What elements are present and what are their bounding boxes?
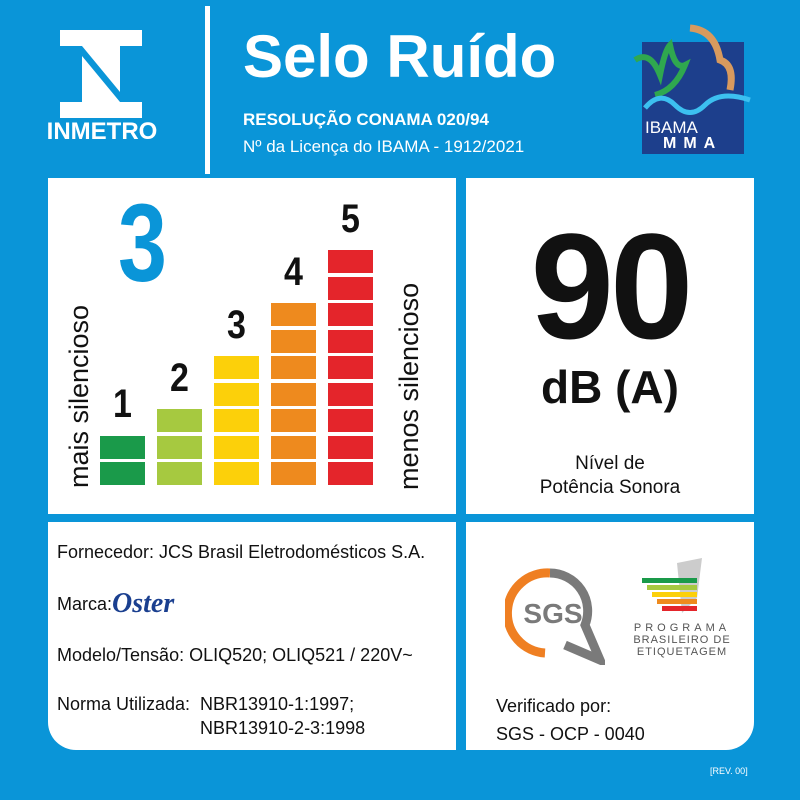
- pbe-logo-icon: [642, 558, 702, 613]
- page-title: Selo Ruído: [243, 23, 557, 90]
- bar-segment: [214, 435, 259, 459]
- inmetro-brand: INMETRO: [46, 118, 158, 145]
- bar-segment: [100, 462, 145, 485]
- bar-segment: [214, 382, 259, 406]
- noise-panel: [466, 178, 754, 514]
- verification: Verificado por: SGS - OCP - 0040: [496, 692, 645, 748]
- bar-segment: [328, 435, 373, 459]
- bar-segment: [271, 382, 316, 406]
- bar-segment: [328, 409, 373, 432]
- bar-segment: [100, 435, 145, 459]
- bar-segment: [271, 409, 316, 432]
- model: Modelo/Tensão: OLIQ520; OLIQ521 / 220V~: [57, 645, 413, 665]
- sgs-text: SGS: [523, 598, 582, 629]
- bar-segment: [328, 329, 373, 353]
- louder-label: menos silencioso: [394, 282, 424, 490]
- brand-row: Marca: Oster: [57, 588, 174, 620]
- level-label: 3: [227, 302, 246, 347]
- header-divider: [205, 6, 210, 174]
- bar-segment: [271, 329, 316, 353]
- pbe-text: PROGRAMA BRASILEIRO DE ETIQUETAGEM: [622, 622, 742, 658]
- noise-unit: dB (A): [541, 361, 679, 413]
- bar-segment: [157, 435, 202, 459]
- supplier: Fornecedor: JCS Brasil Eletrodomésticos …: [57, 542, 426, 562]
- bar-segment: [157, 409, 202, 432]
- norm-label: Norma Utilizada:: [57, 694, 191, 714]
- revision: [REV. 00]: [710, 766, 748, 776]
- bar-segment: [271, 303, 316, 326]
- oster-logo: Oster: [112, 588, 175, 619]
- inmetro-logo-icon: [60, 30, 142, 118]
- bar-segment: [328, 250, 373, 273]
- bar-segment: [328, 303, 373, 326]
- norm-1: NBR13910-1:1997;: [200, 694, 355, 714]
- noise-value: 90: [530, 202, 694, 370]
- product-info-panel: [48, 522, 456, 750]
- pbe-line: PROGRAMA: [633, 622, 731, 634]
- pbe-line: ETIQUETAGEM: [636, 646, 728, 658]
- level-label: 1: [113, 382, 132, 426]
- brand-label: Marca:: [57, 593, 113, 614]
- level-label: 5: [341, 196, 360, 241]
- bar-segment: [328, 356, 373, 379]
- sgs-logo-icon: SGS: [505, 568, 605, 665]
- noise-caption: Nível de Potência Sonora: [466, 452, 754, 500]
- bar-segment: [271, 435, 316, 459]
- norm-2: NBR13910-2-3:1998: [200, 718, 366, 738]
- bar-segment: [214, 409, 259, 432]
- level-label: 4: [284, 249, 303, 294]
- bar-segment: [214, 356, 259, 379]
- ibama-label: IBAMA: [645, 118, 698, 137]
- bar-segment: [157, 462, 202, 485]
- bar-segment: [328, 276, 373, 300]
- level-label: 2: [170, 355, 189, 400]
- caption-line: Nível de: [575, 453, 645, 474]
- bar-segment: [328, 382, 373, 406]
- bar-segment: [271, 462, 316, 485]
- mma-label: MMA: [663, 135, 723, 152]
- bar-segment: [328, 462, 373, 485]
- resolution: RESOLUÇÃO CONAMA 020/94: [243, 110, 489, 129]
- verified-by-label: Verificado por:: [496, 696, 612, 716]
- certification-body: SGS - OCP - 0040: [496, 724, 645, 744]
- bar-segment: [271, 356, 316, 379]
- license-number: Nº da Licença do IBAMA - 1912/2021: [243, 137, 525, 156]
- bar-segment: [214, 462, 259, 485]
- ibama-logo-icon: [633, 24, 751, 154]
- caption-line: Potência Sonora: [539, 477, 681, 498]
- current-level: 3: [118, 182, 167, 305]
- quieter-label: mais silencioso: [64, 304, 94, 488]
- pbe-line: BRASILEIRO DE: [633, 634, 731, 646]
